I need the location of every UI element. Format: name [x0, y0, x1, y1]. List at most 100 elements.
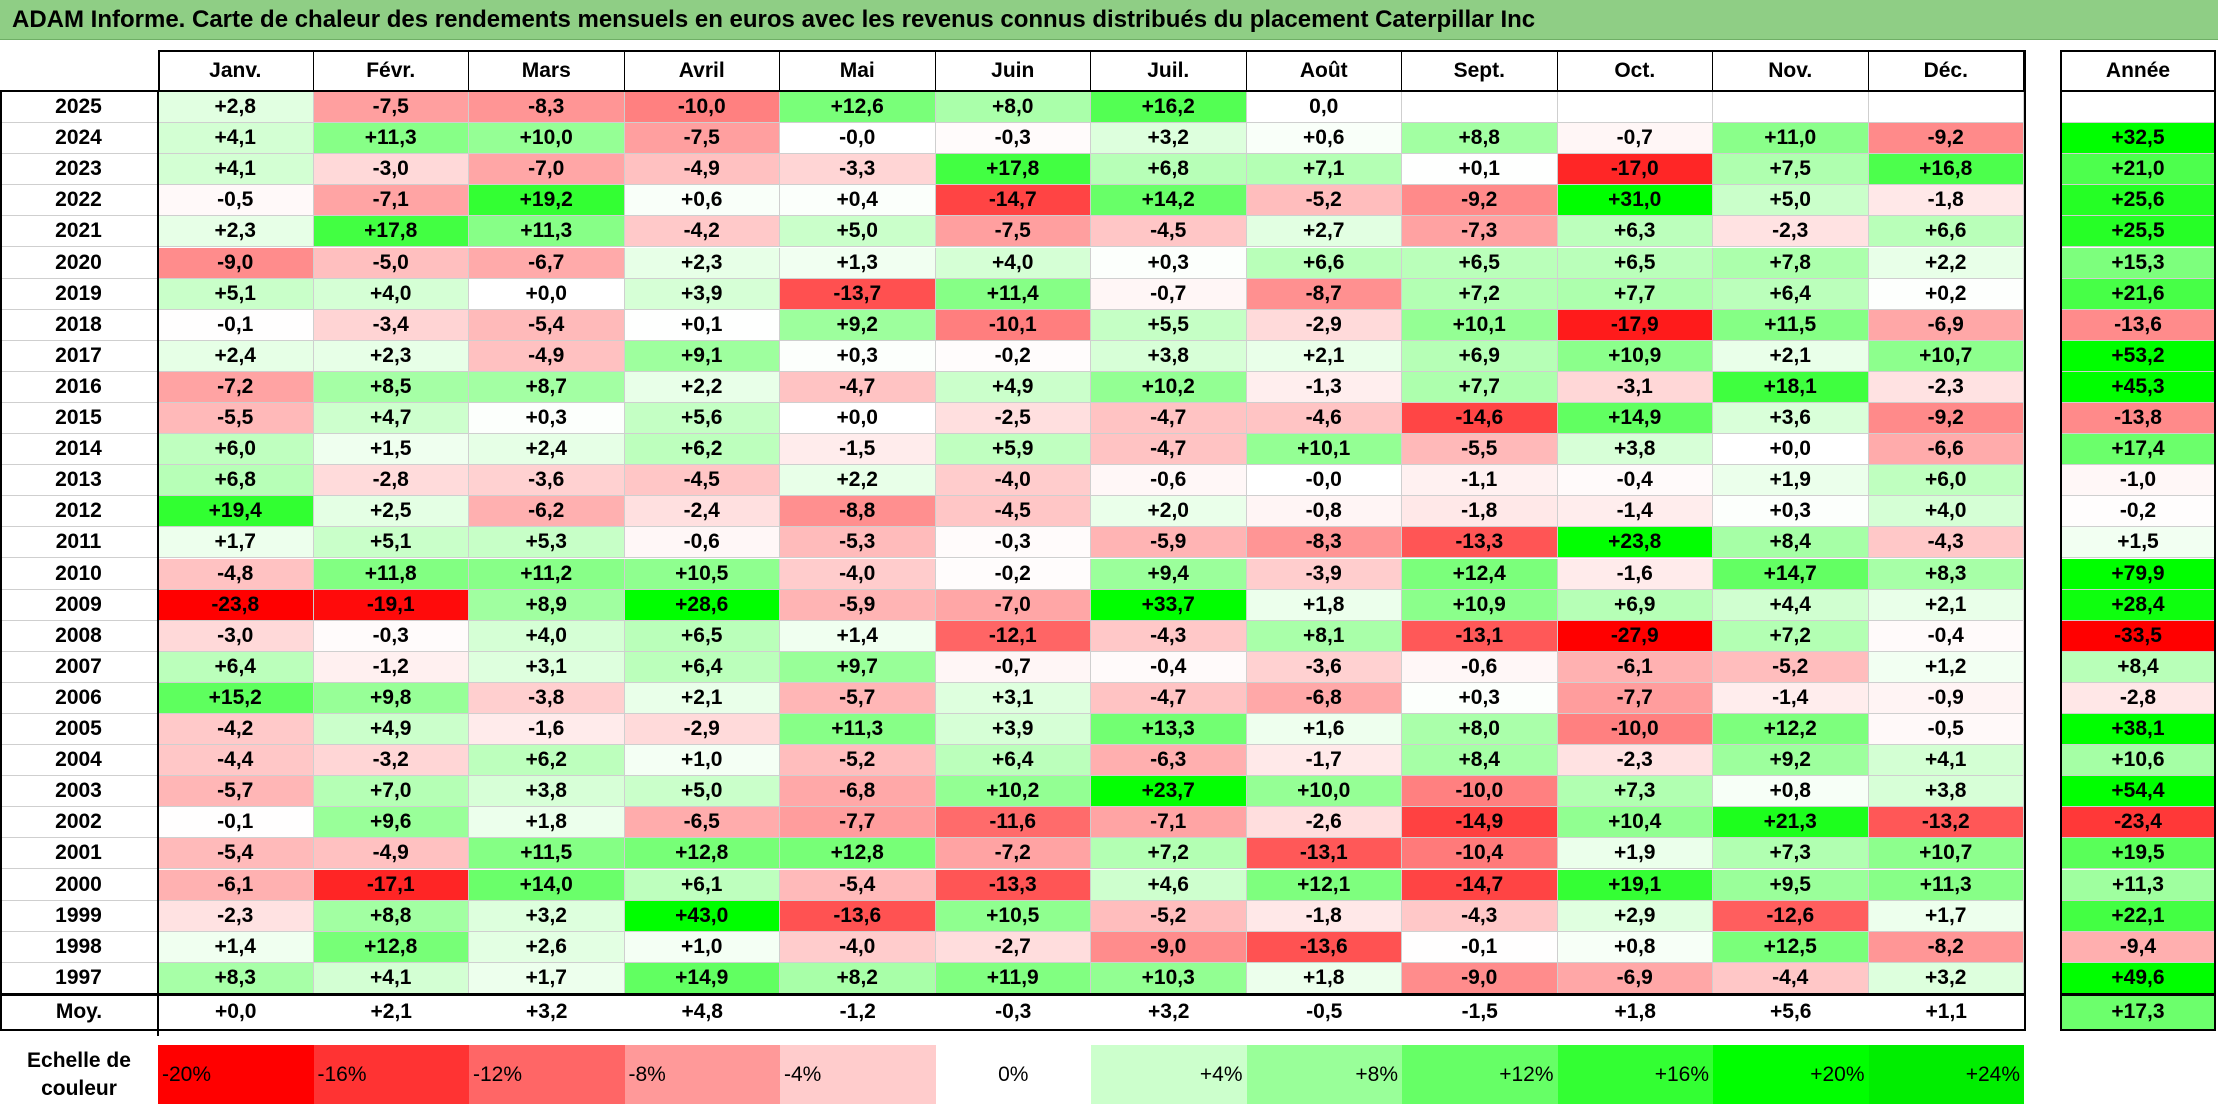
heatmap-cell: -4,7 — [780, 371, 936, 403]
heatmap-cell: +10,1 — [1246, 434, 1402, 466]
annual-cell: -13,8 — [2062, 403, 2214, 435]
year-label: 2022 — [0, 185, 158, 217]
heatmap-cell: -2,3 — [1713, 216, 1869, 248]
heatmap-cell: +8,0 — [1402, 714, 1558, 746]
heatmap-cell: +10,0 — [469, 123, 625, 155]
heatmap-cell: +0,0 — [780, 403, 936, 435]
heatmap-cell: +7,5 — [1713, 154, 1869, 186]
heatmap-cell: +3,6 — [1713, 403, 1869, 435]
heatmap-cell: +10,5 — [624, 558, 780, 590]
annual-cell: +22,1 — [2062, 900, 2214, 932]
heatmap-cell: +0,3 — [780, 340, 936, 372]
heatmap-cell: -13,1 — [1246, 838, 1402, 870]
color-scale-swatch: +24% — [1868, 1045, 2024, 1104]
annual-cell: +38,1 — [2062, 714, 2214, 746]
heatmap-cell: +2,3 — [158, 216, 314, 248]
heatmap-cell: +8,5 — [313, 371, 469, 403]
heatmap-cell: +8,3 — [158, 962, 314, 994]
heatmap-cell: -5,4 — [158, 838, 314, 870]
heatmap-cell: +6,6 — [1868, 216, 2024, 248]
heatmap-cell: +1,9 — [1713, 465, 1869, 497]
annual-cell: +25,6 — [2062, 185, 2214, 217]
heatmap-cell: +21,3 — [1713, 807, 1869, 839]
heatmap-cell: -9,2 — [1402, 185, 1558, 217]
annual-cell: -33,5 — [2062, 620, 2214, 652]
heatmap-cell: -4,0 — [935, 465, 1091, 497]
heatmap-cell: +2,4 — [158, 340, 314, 372]
heatmap-cell: +10,2 — [935, 776, 1091, 808]
heatmap-cell: -3,3 — [780, 154, 936, 186]
heatmap-cell: +5,5 — [1091, 309, 1247, 341]
heatmap-cell: -7,5 — [313, 92, 469, 124]
heatmap-cell: +14,2 — [1091, 185, 1247, 217]
annual-cell: +8,4 — [2062, 651, 2214, 683]
heatmap-cell: -2,3 — [1868, 371, 2024, 403]
heatmap-cell: -0,3 — [935, 123, 1091, 155]
heatmap-cell — [1713, 92, 1869, 124]
average-cell: -0,3 — [935, 995, 1091, 1029]
heatmap-cell: +9,4 — [1091, 558, 1247, 590]
heatmap-cell: -4,9 — [469, 340, 625, 372]
year-label: 2025 — [0, 92, 158, 124]
heatmap-cell: -2,3 — [158, 900, 314, 932]
year-label: 2018 — [0, 309, 158, 341]
month-header: Janv. — [158, 52, 314, 90]
heatmap-cell: -5,2 — [1713, 651, 1869, 683]
average-cell: +4,8 — [624, 995, 780, 1029]
heatmap-cell: -4,0 — [780, 931, 936, 963]
annual-cell: -0,2 — [2062, 496, 2214, 528]
heatmap-cell: -1,8 — [1246, 900, 1402, 932]
heatmap-cell: -6,8 — [780, 776, 936, 808]
heatmap-cell: +17,8 — [313, 216, 469, 248]
annual-cell: -9,4 — [2062, 931, 2214, 963]
month-header: Sept. — [1402, 52, 1558, 90]
heatmap-cell: -4,5 — [1091, 216, 1247, 248]
heatmap-cell: +1,4 — [780, 620, 936, 652]
heatmap-cell: -6,9 — [1868, 309, 2024, 341]
year-label: 2003 — [0, 776, 158, 808]
heatmap-cell: +19,4 — [158, 496, 314, 528]
annual-cell: +21,6 — [2062, 278, 2214, 310]
heatmap-cell: +2,2 — [624, 371, 780, 403]
average-label: Moy. — [0, 995, 158, 1029]
heatmap-cell: -7,0 — [935, 589, 1091, 621]
heatmap-cell: +1,7 — [1868, 900, 2024, 932]
heatmap-cell: -0,1 — [158, 309, 314, 341]
heatmap-cell: -6,1 — [1557, 651, 1713, 683]
heatmap-cell: +1,8 — [469, 807, 625, 839]
year-label: 2012 — [0, 496, 158, 528]
heatmap-cell: -5,5 — [1402, 434, 1558, 466]
heatmap-cell: -17,0 — [1557, 154, 1713, 186]
heatmap-cell: +4,1 — [158, 154, 314, 186]
heatmap-cell: -6,6 — [1868, 434, 2024, 466]
heatmap-cell — [1868, 92, 2024, 124]
month-header: Août — [1246, 52, 1402, 90]
heatmap-cell: +12,6 — [780, 92, 936, 124]
heatmap-cell: -13,7 — [780, 278, 936, 310]
heatmap-cell: -1,8 — [1402, 496, 1558, 528]
annual-cell: +53,2 — [2062, 340, 2214, 372]
heatmap-cell: +11,8 — [313, 558, 469, 590]
heatmap-cell: +0,3 — [1402, 682, 1558, 714]
annual-cell: +79,9 — [2062, 558, 2214, 590]
heatmap-cell: +31,0 — [1557, 185, 1713, 217]
heatmap-cell: +7,2 — [1402, 278, 1558, 310]
year-label: 2000 — [0, 869, 158, 901]
heatmap-cell: -5,4 — [780, 869, 936, 901]
heatmap-cell: +15,2 — [158, 682, 314, 714]
heatmap-cell: +3,9 — [935, 714, 1091, 746]
heatmap-cell: +7,1 — [1246, 154, 1402, 186]
color-scale-swatch: -12% — [469, 1045, 625, 1104]
heatmap-cell: +19,1 — [1557, 869, 1713, 901]
heatmap-cell: +10,0 — [1246, 776, 1402, 808]
heatmap-cell: +10,9 — [1402, 589, 1558, 621]
heatmap-cell: +6,9 — [1557, 589, 1713, 621]
color-scale-swatch: -4% — [780, 1045, 936, 1104]
heatmap-cell: -0,1 — [1402, 931, 1558, 963]
heatmap-cell: -5,0 — [313, 247, 469, 279]
heatmap-cell: -8,8 — [780, 496, 936, 528]
heatmap-cell: -2,4 — [624, 496, 780, 528]
heatmap-cell: +1,4 — [158, 931, 314, 963]
heatmap-cell: -9,2 — [1868, 123, 2024, 155]
year-label: 2005 — [0, 714, 158, 746]
